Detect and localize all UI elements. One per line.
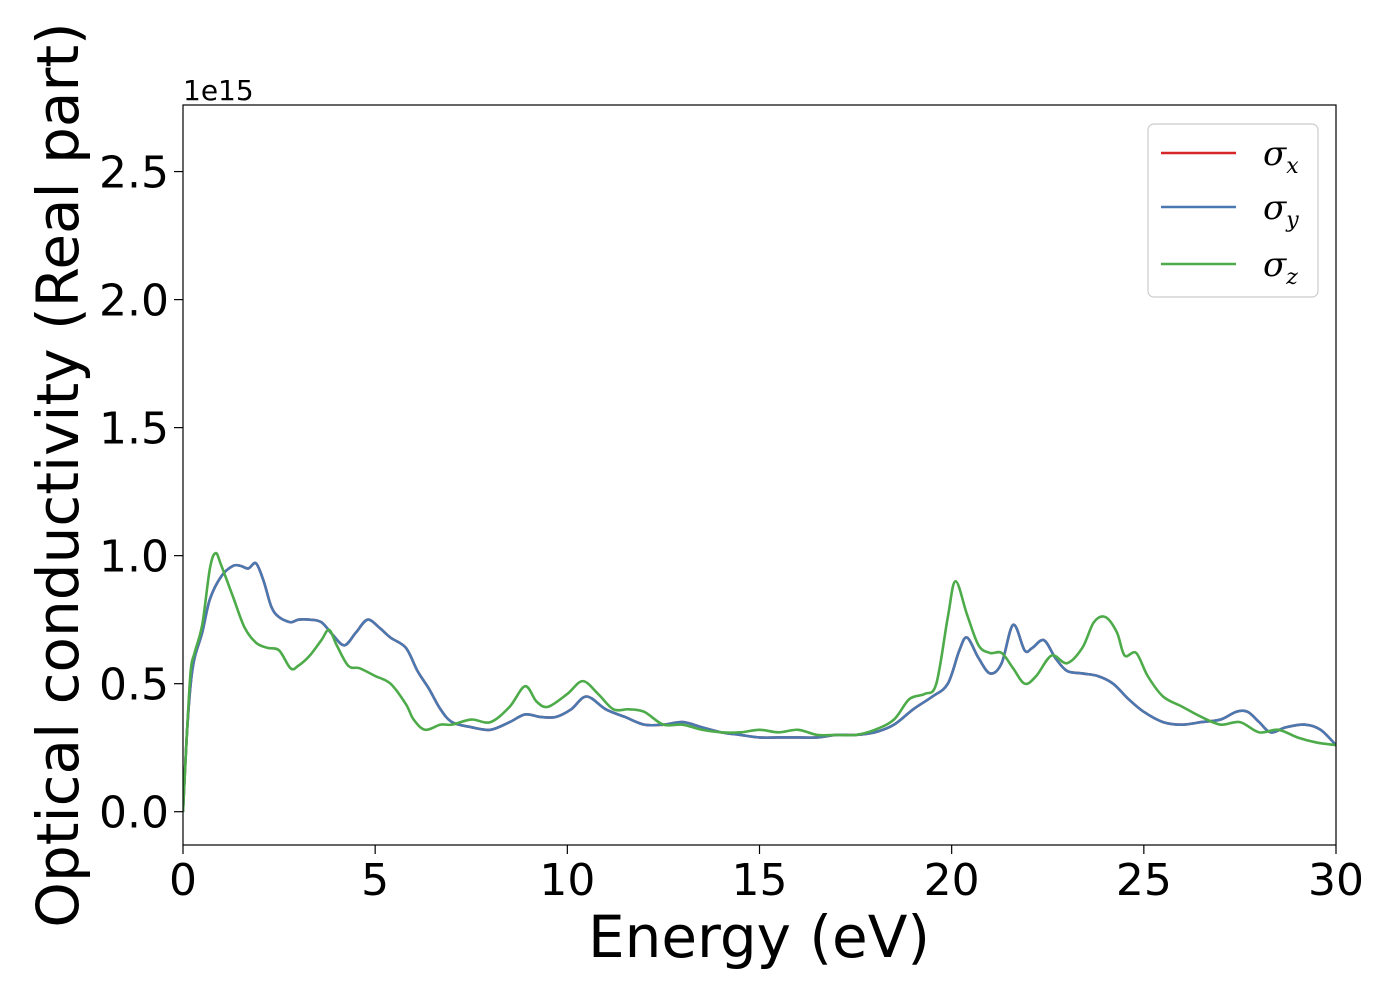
x-tick-label: 25 xyxy=(1116,855,1172,906)
y-tick-label: 0.5 xyxy=(99,660,169,711)
x-tick-label: 0 xyxy=(169,855,197,906)
series-line-sigma-y xyxy=(183,561,1336,812)
plot-frame xyxy=(182,104,1337,846)
x-tick-label: 30 xyxy=(1308,855,1364,906)
y-tick-label: 2.0 xyxy=(99,276,169,327)
y-tick-label: 1.0 xyxy=(99,532,169,583)
plot-area-background xyxy=(183,105,1336,845)
legend-symbol: σ xyxy=(1263,188,1287,228)
legend-frame xyxy=(1147,123,1319,298)
y-axis-label: Optical conductivity (Real part) xyxy=(24,22,92,927)
legend-label-sigma-z: σz xyxy=(1263,245,1298,290)
y-axis-offset-label: 1e15 xyxy=(183,74,254,107)
x-axis-label: Energy (eV) xyxy=(588,903,930,971)
y-axis-ticks: 0.0 0.5 1.0 1.5 2.0 2.5 xyxy=(99,148,183,839)
legend-subscript: y xyxy=(1285,208,1299,233)
legend-label-sigma-y: σy xyxy=(1263,188,1299,233)
x-tick-label: 20 xyxy=(924,855,980,906)
legend-symbol: σ xyxy=(1263,134,1287,174)
x-axis-ticks: 0 5 10 15 20 25 30 xyxy=(169,845,1364,906)
x-tick-label: 15 xyxy=(732,855,788,906)
legend-subscript: z xyxy=(1285,265,1298,290)
y-tick-label: 1.5 xyxy=(99,404,169,455)
y-tick-label: 2.5 xyxy=(99,148,169,199)
series-line-sigma-z xyxy=(183,551,1336,812)
legend-label-sigma-x: σx xyxy=(1263,134,1299,179)
x-tick-label: 10 xyxy=(539,855,595,906)
x-tick-label: 5 xyxy=(361,855,389,906)
y-tick-label: 0.0 xyxy=(99,788,169,839)
legend-subscript: x xyxy=(1286,154,1299,179)
series-lines xyxy=(183,551,1336,812)
legend-symbol: σ xyxy=(1263,245,1287,285)
